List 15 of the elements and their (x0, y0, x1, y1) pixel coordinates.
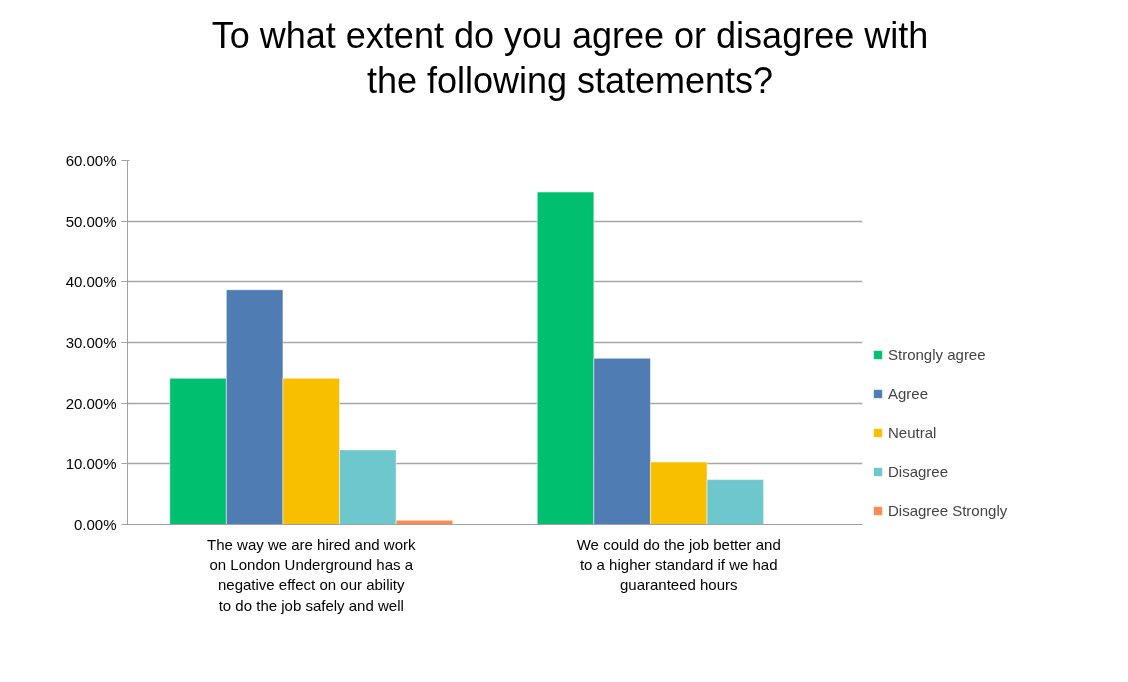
legend-label: Neutral (888, 424, 937, 441)
legend-label: Agree (888, 385, 929, 402)
x-tick-label: We could do the job better and to a higher standard if we had guaranteed hours (576, 535, 781, 594)
chart-title: To what extent do you agree or disagree with the following statements? (211, 14, 929, 103)
legend-label: Disagree Strongly (888, 502, 1008, 519)
y-tick-label: 10.00% (65, 455, 117, 473)
y-tick-label: 50.00% (65, 212, 117, 230)
y-tick-label: 60.00% (65, 152, 117, 169)
x-tick-label: The way we are hired and work on London Underground has a negative effect on our ability to do the job safely and well (207, 535, 416, 614)
y-tick-label: 20.00% (65, 394, 117, 412)
legend-label: Strongly agree (888, 346, 986, 363)
y-tick-label: 0.00% (73, 516, 117, 533)
y-tick-label: 40.00% (65, 273, 117, 291)
legend-label: Disagree (888, 463, 949, 480)
y-tick-label: 30.00% (65, 334, 117, 351)
